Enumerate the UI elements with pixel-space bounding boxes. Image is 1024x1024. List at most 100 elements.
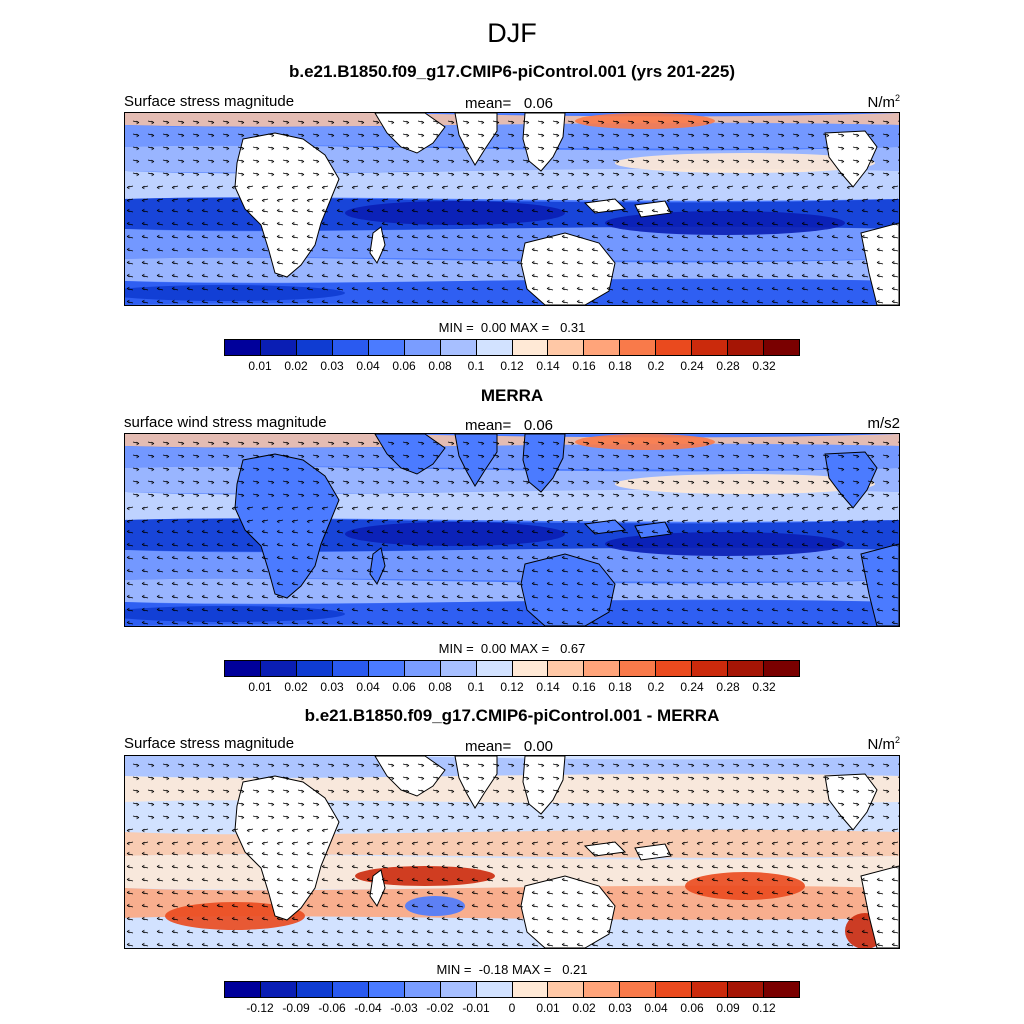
wind-arrow — [381, 594, 389, 599]
wind-arrow — [681, 185, 689, 190]
wind-arrow — [231, 620, 239, 625]
wind-arrow — [336, 221, 344, 226]
field-maximum — [345, 522, 565, 546]
wind-arrow — [462, 441, 470, 446]
wind-arrow — [786, 247, 794, 252]
wind-arrow — [606, 568, 614, 573]
wind-arrow — [702, 763, 710, 768]
wind-arrow — [816, 555, 824, 560]
wind-arrow — [801, 208, 809, 213]
wind-arrow — [606, 916, 614, 921]
wind-arrow — [462, 763, 470, 768]
wind-arrow — [696, 221, 704, 226]
wind-arrow — [381, 851, 389, 856]
wind-arrow — [771, 198, 779, 203]
wind-arrow — [351, 607, 359, 612]
wind-arrow — [627, 172, 635, 177]
wind-arrow — [666, 568, 674, 573]
wind-arrow — [222, 467, 230, 472]
wind-arrow — [126, 568, 134, 573]
wind-arrow — [456, 273, 464, 278]
wind-arrow — [732, 776, 740, 781]
panel-3-min-value: -0.18 — [478, 962, 509, 977]
wind-arrow — [687, 467, 695, 472]
wind-arrow — [426, 299, 434, 304]
wind-arrow — [696, 890, 704, 895]
wind-arrow — [516, 594, 524, 599]
land-mass — [634, 843, 672, 861]
panel-2-units: m/s2 — [800, 414, 900, 432]
wind-arrow — [711, 260, 719, 265]
wind-arrow — [846, 506, 854, 511]
wind-arrow — [456, 607, 464, 612]
wind-arrow — [141, 198, 149, 203]
wind-arrow — [336, 299, 344, 304]
wind-arrow — [546, 841, 554, 846]
colorbar-tick-label: 0.24 — [680, 359, 704, 373]
wind-arrow — [561, 903, 569, 908]
wind-arrow — [561, 607, 569, 612]
wind-arrow — [876, 916, 884, 921]
wind-arrow — [726, 247, 734, 252]
wind-arrow — [621, 607, 629, 612]
wind-arrow — [216, 286, 224, 291]
wind-arrow — [447, 172, 455, 177]
wind-arrow — [171, 542, 179, 547]
wind-arrow — [681, 568, 689, 573]
wind-arrow — [786, 864, 794, 869]
wind-arrow — [126, 942, 134, 947]
wind-arrow — [276, 542, 284, 547]
wind-arrow — [861, 234, 869, 239]
wind-arrow — [516, 568, 524, 573]
wind-arrow — [486, 890, 494, 895]
wind-arrow — [402, 454, 410, 459]
wind-arrow — [351, 555, 359, 560]
wind-arrow — [561, 299, 569, 304]
wind-arrow — [801, 519, 809, 524]
wind-arrow — [516, 916, 524, 921]
wind-arrow — [786, 198, 794, 203]
field-band — [125, 278, 899, 305]
wind-arrow — [777, 763, 785, 768]
wind-arrow — [177, 146, 185, 151]
wind-arrow — [222, 789, 230, 794]
wind-arrow — [171, 828, 179, 833]
wind-arrow — [891, 529, 899, 534]
wind-arrow — [891, 828, 899, 833]
wind-arrow — [471, 916, 479, 921]
wind-arrow — [201, 607, 209, 612]
colorbar-tick-label: -0.03 — [390, 1001, 418, 1015]
wind-arrow — [801, 542, 809, 547]
wind-arrow — [711, 851, 719, 856]
wind-arrow — [321, 581, 329, 586]
wind-arrow — [732, 763, 740, 768]
wind-arrow — [696, 828, 704, 833]
wind-arrow — [342, 493, 350, 498]
wind-arrow — [432, 480, 440, 485]
wind-arrow — [651, 620, 659, 625]
wind-arrow — [861, 208, 869, 213]
wind-arrow — [477, 815, 485, 820]
wind-arrow — [741, 828, 749, 833]
wind-arrow — [327, 172, 335, 177]
wind-arrow — [726, 198, 734, 203]
wind-arrow — [276, 929, 284, 934]
wind-arrow — [741, 607, 749, 612]
wind-arrow — [351, 903, 359, 908]
wind-arrow — [831, 828, 839, 833]
wind-arrow — [267, 172, 275, 177]
wind-arrow — [156, 234, 164, 239]
wind-arrow — [591, 851, 599, 856]
wind-arrow — [576, 942, 584, 947]
wind-arrow — [477, 454, 485, 459]
wind-arrow — [417, 159, 425, 164]
wind-arrow — [696, 568, 704, 573]
wind-arrow — [567, 480, 575, 485]
wind-arrow — [237, 776, 245, 781]
wind-arrow — [207, 146, 215, 151]
wind-arrow — [696, 506, 704, 511]
wind-arrow — [696, 581, 704, 586]
field-maximum — [345, 201, 565, 225]
wind-arrow — [561, 929, 569, 934]
wind-arrow — [441, 198, 449, 203]
